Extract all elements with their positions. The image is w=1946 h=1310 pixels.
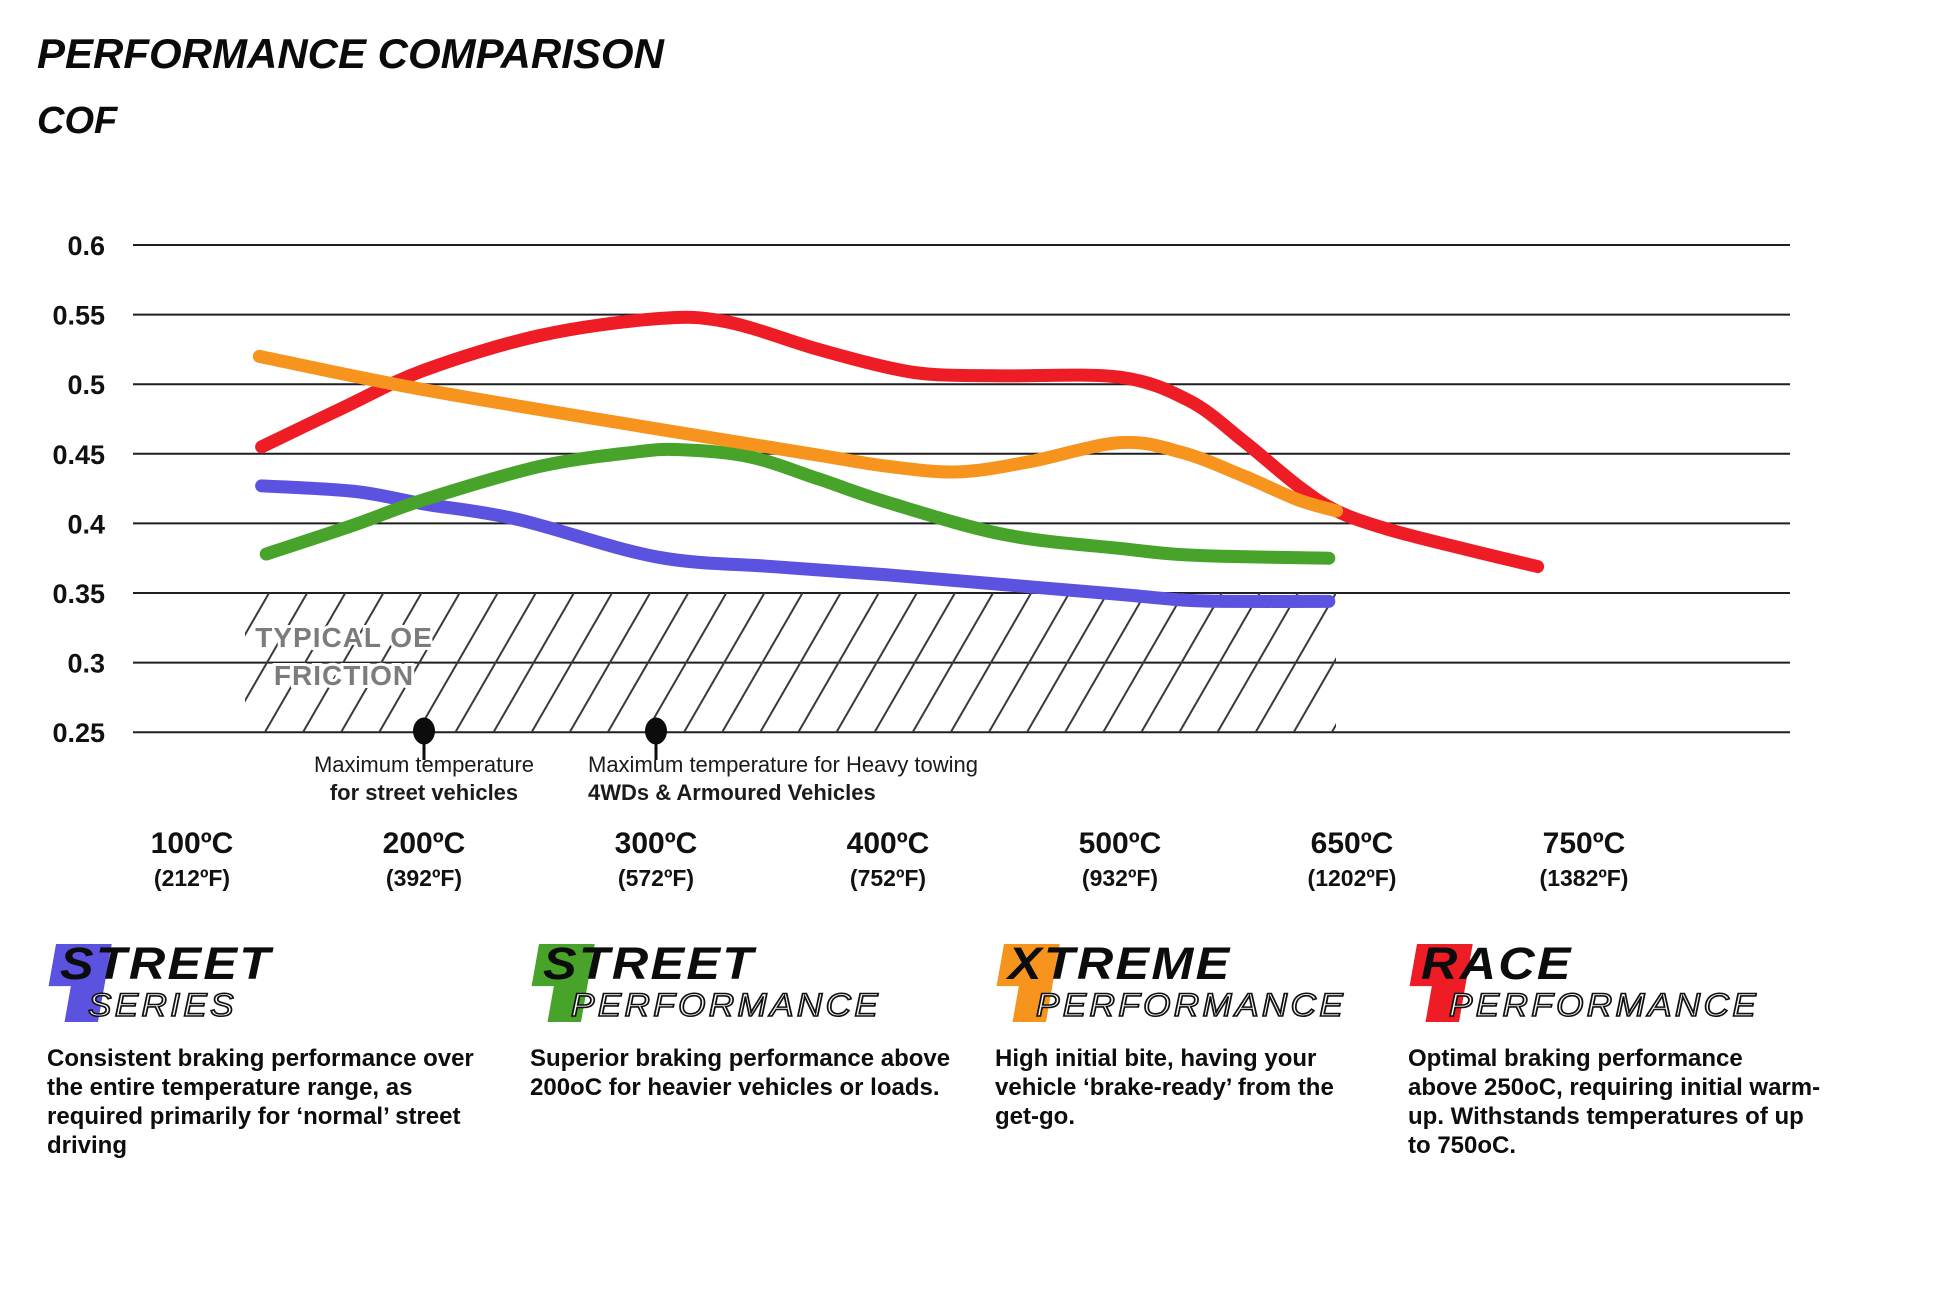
xtreme-performance-description: High initial bite, having your vehicle ‘… (995, 1045, 1334, 1130)
xtreme-performance-line (252, 349, 1344, 518)
x-tick-sublabel: (1382ºF) (1540, 865, 1629, 891)
street-performance-logo-word2: PERFORMANCE (570, 986, 882, 1024)
race-performance-logo-word1: RACE (1421, 938, 1573, 989)
y-tick-label: 0.45 (52, 440, 105, 470)
street-performance-logo-word1: STREET (543, 938, 756, 989)
y-tick-label: 0.4 (67, 509, 105, 539)
oe-band-label-line1: TYPICAL OE (255, 622, 433, 653)
xtreme-performance-logo-word2: PERFORMANCE (1035, 986, 1347, 1024)
annotation-street-line1: Maximum temperature (314, 752, 534, 777)
race-performance-logo-word2: PERFORMANCE (1448, 986, 1760, 1024)
max-temp-towing-marker-stem (654, 742, 658, 760)
x-tick-sublabel: (752ºF) (850, 865, 926, 891)
street-performance-logo: STREET PERFORMANCE (530, 938, 990, 1024)
x-tick-sublabel: (1202ºF) (1308, 865, 1397, 891)
max-temp-street-marker-stem (422, 742, 426, 760)
legend-street-performance: STREET PERFORMANCE Superior braking perf… (530, 938, 990, 1222)
series-layer (252, 310, 1545, 608)
x-tick-label: 300ºC (615, 827, 698, 860)
race-performance-logo: RACE PERFORMANCE (1408, 938, 1888, 1024)
x-tick-label: 200ºC (383, 827, 466, 860)
xtreme-performance-logo: XTREME PERFORMANCE (995, 938, 1395, 1024)
y-tick-label: 0.25 (52, 718, 105, 748)
y-tick-label: 0.35 (52, 579, 105, 609)
street-series-logo-word1: STREET (60, 938, 273, 989)
annotation-street-line2: for street vehicles (330, 780, 518, 805)
y-tick-label: 0.5 (67, 370, 105, 400)
x-tick-sublabel: (572ºF) (618, 865, 694, 891)
x-tick-label: 750ºC (1543, 827, 1626, 860)
y-tick-label: 0.6 (67, 231, 105, 261)
legend-xtreme-performance: XTREME PERFORMANCE High initial bite, ha… (995, 938, 1395, 1222)
street-performance-line (259, 442, 1336, 565)
x-tick-label: 400ºC (847, 827, 930, 860)
x-tick-sublabel: (932ºF) (1082, 865, 1158, 891)
race-performance-description: Optimal braking performance above 250oC,… (1408, 1045, 1821, 1159)
x-tick-sublabel: (392ºF) (386, 865, 462, 891)
x-tick-label: 100ºC (151, 827, 234, 860)
annotation-towing-line2: 4WDs & Armoured Vehicles (588, 780, 876, 805)
y-tick-label: 0.3 (67, 649, 105, 679)
street-series-logo: STREET SERIES (47, 938, 517, 1024)
street-performance-description: Superior braking performance above 200oC… (530, 1045, 951, 1101)
typical-oe-friction-band (245, 593, 1336, 732)
y-tick-label: 0.55 (52, 301, 105, 331)
oe-band-label-line2: FRICTION (274, 660, 414, 691)
x-tick-label: 500ºC (1079, 827, 1162, 860)
x-tick-sublabel: (212ºF) (154, 865, 230, 891)
street-series-logo-word2: SERIES (87, 986, 237, 1024)
x-tick-label: 650ºC (1311, 827, 1394, 860)
xtreme-performance-logo-word1: XTREME (1008, 938, 1232, 989)
y-axis-title: COF (37, 100, 118, 142)
legend-street-series: STREET SERIES Consistent braking perform… (47, 938, 517, 1222)
max-temp-street-marker (413, 717, 435, 745)
street-series-description: Consistent braking performance over the … (47, 1045, 474, 1159)
race-performance-line (255, 310, 1545, 574)
legend-race-performance: RACE PERFORMANCE Optimal braking perform… (1408, 938, 1888, 1222)
annotation-towing-line1: Maximum temperature for Heavy towing (588, 752, 978, 777)
page-title: PERFORMANCE COMPARISON (37, 30, 664, 77)
max-temp-towing-marker (645, 717, 667, 745)
x-axis-labels: 100ºC (212ºF) 200ºC (392ºF) 300ºC (572ºF) 400º… (151, 827, 1629, 891)
